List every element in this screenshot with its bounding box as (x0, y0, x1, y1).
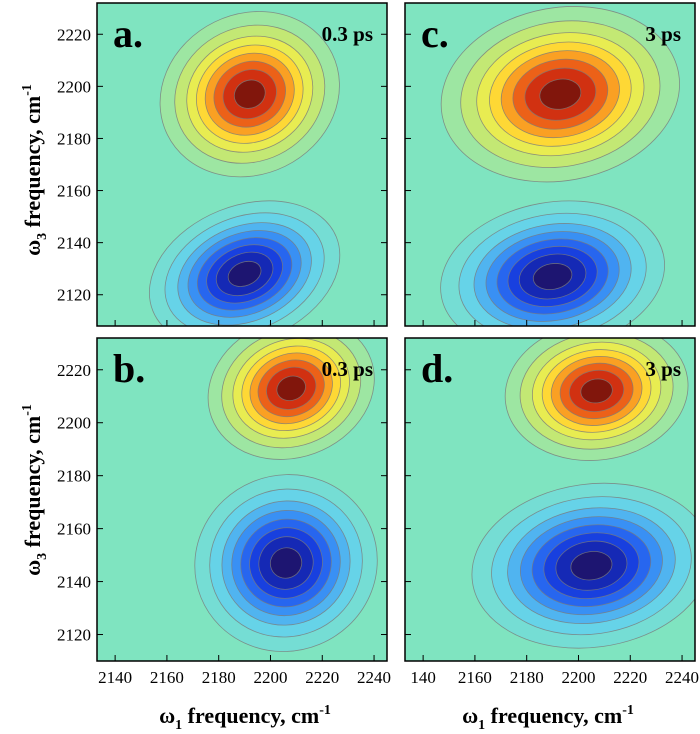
panel-c: c. 3 ps (404, 2, 696, 327)
y-tick-label: 2200 (57, 414, 91, 433)
y-tick-label: 2160 (57, 520, 91, 539)
panel-d-negative-peak-contour (570, 551, 613, 581)
y-tick-label: 2140 (57, 234, 91, 253)
y-tick-label: 2200 (57, 77, 91, 96)
y-tick-label: 2160 (57, 182, 91, 201)
panel-a-plot (148, 11, 341, 326)
y-tick-label: 2220 (57, 25, 91, 44)
x-axis-label-left: ω1 frequency, cm-1 (159, 703, 331, 733)
panel-c-frame (404, 2, 696, 327)
x-tick-label: 2180 (510, 668, 544, 687)
y-tick-label: 2180 (57, 467, 91, 486)
panel-a-positive-peak-contour (233, 79, 266, 109)
panel-a-label: a. (113, 11, 143, 56)
panel-d-time-label: 3 ps (645, 357, 681, 381)
panel-b-plot (194, 338, 378, 652)
panel-a-time-label: 0.3 ps (322, 22, 373, 46)
panel-a: a. 0.3 ps 2120 2140 2160 2180 2200 2220 (57, 2, 388, 327)
panel-b-frame (96, 337, 388, 662)
x-tick-label: 2160 (458, 668, 492, 687)
panel-d-label: d. (421, 346, 453, 391)
panel-c-time-label: 3 ps (645, 22, 681, 46)
x-tick-label: 2160 (150, 668, 184, 687)
panel-a-negative-peak-contour (227, 260, 262, 287)
y-tick-label: 2180 (57, 129, 91, 148)
panel-d-frame (404, 337, 696, 662)
x-tick-label: 2200 (561, 668, 595, 687)
y-tick-label: 2120 (57, 286, 91, 305)
y-tick-label: 2220 (57, 361, 91, 380)
panel-a-frame (96, 2, 388, 327)
panel-b-label: b. (113, 346, 145, 391)
panel-b-negative-peak-contour (269, 547, 303, 579)
panel-b-positive-peak-contour (276, 375, 306, 401)
x-tick-label: 2240 (357, 668, 391, 687)
panel-c-plot (440, 6, 680, 326)
x-tick-label: 140 (410, 668, 436, 687)
panel-d: d. 3 ps 140 2160 2180 2200 2220 2240 (404, 337, 699, 687)
y-tick-label: 2140 (57, 573, 91, 592)
x-axis-label-right: ω1 frequency, cm-1 (462, 703, 634, 733)
y-tick-label: 2120 (57, 626, 91, 645)
y-axis-label-top: ω3 frequency, cm-1 (20, 84, 50, 256)
x-tick-label: 2180 (202, 668, 236, 687)
y-axis-label-bottom: ω3 frequency, cm-1 (20, 404, 50, 576)
panel-d-plot (471, 338, 695, 649)
x-tick-label: 2220 (613, 668, 647, 687)
panel-b-time-label: 0.3 ps (322, 357, 373, 381)
panel-b: b. 0.3 ps 2120 2140 2160 2180 2200 2220 2140 2160… (57, 337, 391, 687)
panel-c-negative-peak-contour (532, 263, 573, 290)
x-tick-label: 2220 (305, 668, 339, 687)
panel-d-positive-peak-contour (580, 378, 613, 404)
x-tick-label: 2200 (253, 668, 287, 687)
panel-c-positive-peak-contour (539, 78, 582, 110)
x-tick-label: 2240 (665, 668, 699, 687)
x-tick-label: 2140 (98, 668, 132, 687)
panel-c-label: c. (421, 11, 449, 56)
